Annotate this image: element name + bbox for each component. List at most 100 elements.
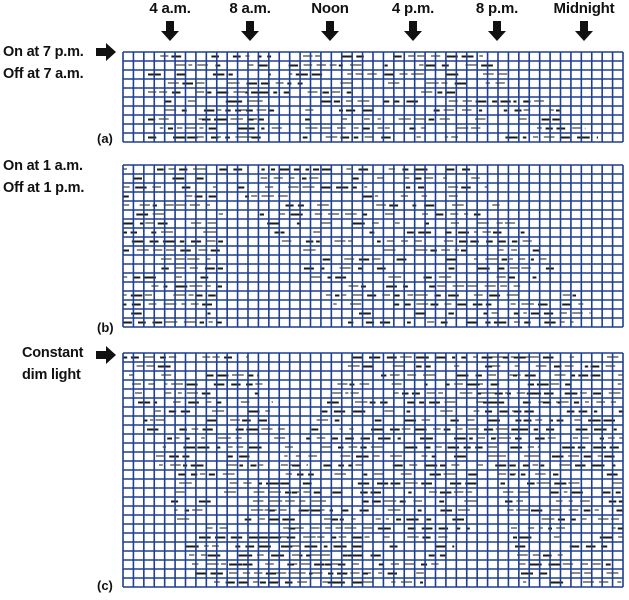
activity-mark: [247, 100, 257, 102]
activity-mark: [291, 554, 302, 556]
activity-mark: [498, 73, 508, 75]
activity-mark: [439, 554, 447, 557]
activity-mark: [287, 545, 300, 547]
activity-mark: [215, 64, 221, 67]
activity-mark: [211, 55, 219, 58]
activity-mark: [313, 491, 321, 494]
activity-mark: [288, 186, 299, 188]
activity-mark: [225, 109, 231, 112]
activity-mark: [271, 127, 282, 129]
activity-mark: [522, 464, 529, 467]
activity-mark: [268, 109, 275, 112]
activity-mark: [164, 392, 172, 394]
activity-mark: [153, 249, 163, 251]
activity-mark: [468, 473, 478, 476]
activity-mark: [428, 554, 435, 557]
activity-mark: [225, 581, 235, 584]
activity-mark: [574, 419, 581, 421]
activity-mark: [288, 64, 299, 67]
activity-mark: [610, 401, 616, 403]
activity-mark: [556, 109, 560, 112]
activity-mark: [195, 572, 207, 575]
activity-mark: [416, 356, 429, 359]
activity-mark: [329, 64, 337, 66]
activity-mark: [570, 572, 581, 574]
activity-mark: [321, 222, 332, 224]
activity-mark: [254, 392, 259, 395]
activity-mark: [370, 491, 381, 494]
activity-mark: [415, 168, 428, 171]
activity-mark: [212, 545, 219, 547]
activity-mark: [155, 410, 161, 412]
activity-mark: [199, 127, 204, 129]
activity-mark: [302, 186, 315, 188]
time-label-4am: 4 a.m.: [149, 0, 191, 17]
activity-mark: [469, 437, 473, 440]
activity-mark: [213, 383, 225, 386]
activity-mark: [388, 168, 396, 170]
down-arrow-icon: [575, 21, 593, 41]
activity-mark: [515, 545, 526, 548]
activity-mark: [495, 455, 506, 457]
activity-mark: [406, 410, 411, 413]
activity-mark: [495, 82, 505, 84]
activity-mark: [295, 73, 308, 76]
activity-mark: [409, 464, 418, 466]
activity-mark: [497, 249, 504, 251]
activity-mark: [257, 554, 264, 556]
activity-mark: [377, 482, 389, 485]
activity-mark: [251, 195, 258, 197]
activity-mark: [545, 127, 553, 130]
activity-mark: [181, 303, 187, 305]
activity-mark: [530, 312, 541, 315]
activity-mark: [327, 276, 331, 279]
activity-mark: [280, 482, 287, 485]
activity-mark: [136, 249, 149, 251]
activity-mark: [291, 491, 298, 494]
activity-mark: [131, 240, 143, 243]
activity-mark: [608, 392, 621, 394]
activity-mark: [164, 109, 177, 111]
activity-mark: [358, 258, 370, 261]
activity-mark: [294, 527, 304, 529]
activity-mark: [569, 545, 580, 548]
activity-mark: [349, 428, 354, 430]
activity-mark: [229, 563, 243, 566]
activity-mark: [233, 91, 245, 93]
activity-mark: [573, 401, 580, 404]
activity-mark: [572, 437, 578, 439]
activity-mark: [325, 294, 332, 296]
activity-mark: [527, 455, 540, 457]
activity-mark: [383, 100, 390, 103]
activity-mark: [288, 73, 293, 75]
activity-mark: [207, 222, 217, 224]
activity-mark: [523, 419, 530, 422]
activity-mark: [521, 267, 531, 269]
activity-mark: [135, 392, 143, 394]
activity-mark: [568, 482, 580, 484]
activity-mark: [596, 136, 598, 139]
activity-mark: [342, 554, 347, 557]
activity-mark: [455, 374, 469, 377]
activity-mark: [325, 527, 331, 529]
activity-mark: [187, 100, 196, 102]
activity-mark: [527, 383, 534, 386]
activity-mark: [397, 437, 401, 440]
activity-mark: [311, 500, 316, 502]
activity-mark: [159, 127, 164, 129]
activity-mark: [532, 276, 537, 279]
activity-mark: [246, 356, 248, 358]
activity-mark: [349, 64, 362, 66]
activity-mark: [384, 73, 394, 76]
activity-mark: [306, 554, 311, 557]
activity-mark: [240, 401, 250, 403]
activity-mark: [604, 455, 615, 458]
activity-mark: [310, 572, 323, 574]
activity-mark: [475, 100, 487, 103]
activity-mark: [305, 109, 314, 111]
activity-mark: [568, 509, 579, 511]
activity-mark: [613, 428, 617, 431]
activity-mark: [450, 419, 459, 422]
activity-mark: [212, 73, 225, 76]
activity-mark: [334, 473, 346, 475]
